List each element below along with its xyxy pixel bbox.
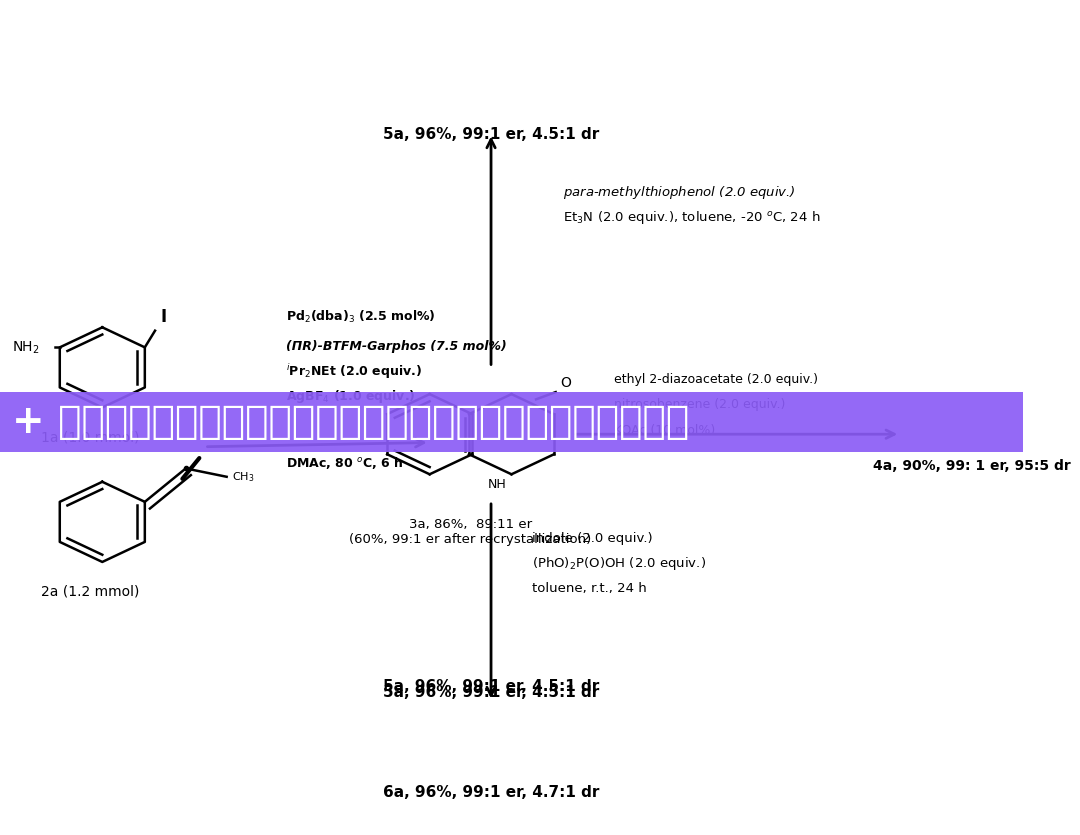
Text: Et$_3$N (2.0 equiv.), toluene, -20 $^o$C, 24 h: Et$_3$N (2.0 equiv.), toluene, -20 $^o$C… xyxy=(563,209,820,225)
Text: O: O xyxy=(561,376,571,390)
Text: $^i$Pr$_2$NEt (2.0 equiv.): $^i$Pr$_2$NEt (2.0 equiv.) xyxy=(286,362,422,381)
Text: I: I xyxy=(160,308,166,326)
Text: 4a, 90%, 99: 1 er, 95:5 dr: 4a, 90%, 99: 1 er, 95:5 dr xyxy=(873,459,1070,473)
Text: KOAc (10 mol%): KOAc (10 mol%) xyxy=(613,423,715,437)
Text: NH$_2$: NH$_2$ xyxy=(12,339,39,356)
Text: 2a (1.2 mmol): 2a (1.2 mmol) xyxy=(41,584,139,599)
Text: $para$-methylthiophenol (2.0 equiv.): $para$-methylthiophenol (2.0 equiv.) xyxy=(563,184,796,200)
Text: 1a (1.0 mmol): 1a (1.0 mmol) xyxy=(41,430,139,444)
Text: toluene, r.t., 24 h: toluene, r.t., 24 h xyxy=(532,582,647,595)
Text: nitrosobenzene (2.0 equiv.): nitrosobenzene (2.0 equiv.) xyxy=(613,398,785,412)
Text: 5a, 96%, 99:1 er, 4.5:1 dr: 5a, 96%, 99:1 er, 4.5:1 dr xyxy=(383,685,599,700)
Text: DMAc, 80 $^o$C, 6 h: DMAc, 80 $^o$C, 6 h xyxy=(286,455,404,472)
Text: 3a, 86%,  89:11 er
(60%, 99:1 er after recrystallization): 3a, 86%, 89:11 er (60%, 99:1 er after re… xyxy=(350,518,592,546)
Text: ethyl 2-diazoacetate (2.0 equiv.): ethyl 2-diazoacetate (2.0 equiv.) xyxy=(613,373,818,387)
Text: 5a, 96%, 99:1 er, 4.5:1 dr: 5a, 96%, 99:1 er, 4.5:1 dr xyxy=(383,127,599,142)
Text: (ΠR)-BTFM-Garphos (7.5 mol%): (ΠR)-BTFM-Garphos (7.5 mol%) xyxy=(286,340,508,353)
Text: + 逆乾坤新手进阶指南，掌握高效技巧，助你快速升级成长之路: + 逆乾坤新手进阶指南，掌握高效技巧，助你快速升级成长之路 xyxy=(12,402,689,441)
Bar xyxy=(0,392,1023,452)
Text: CH$_3$: CH$_3$ xyxy=(232,470,254,483)
Text: Pd$_2$(dba)$_3$ (2.5 mol%): Pd$_2$(dba)$_3$ (2.5 mol%) xyxy=(286,309,436,326)
Text: NH: NH xyxy=(487,478,507,491)
Text: 5a, 96%, 99:1 er, 4.5:1 dr: 5a, 96%, 99:1 er, 4.5:1 dr xyxy=(383,679,599,694)
Text: AgBF$_4$ (1.0 equiv.): AgBF$_4$ (1.0 equiv.) xyxy=(286,388,416,405)
Text: indole (2.0 equiv.): indole (2.0 equiv.) xyxy=(532,532,652,545)
Text: (PhO)$_2$P(O)OH (2.0 equiv.): (PhO)$_2$P(O)OH (2.0 equiv.) xyxy=(532,555,706,572)
Text: 6a, 96%, 99:1 er, 4.7:1 dr: 6a, 96%, 99:1 er, 4.7:1 dr xyxy=(382,785,599,800)
